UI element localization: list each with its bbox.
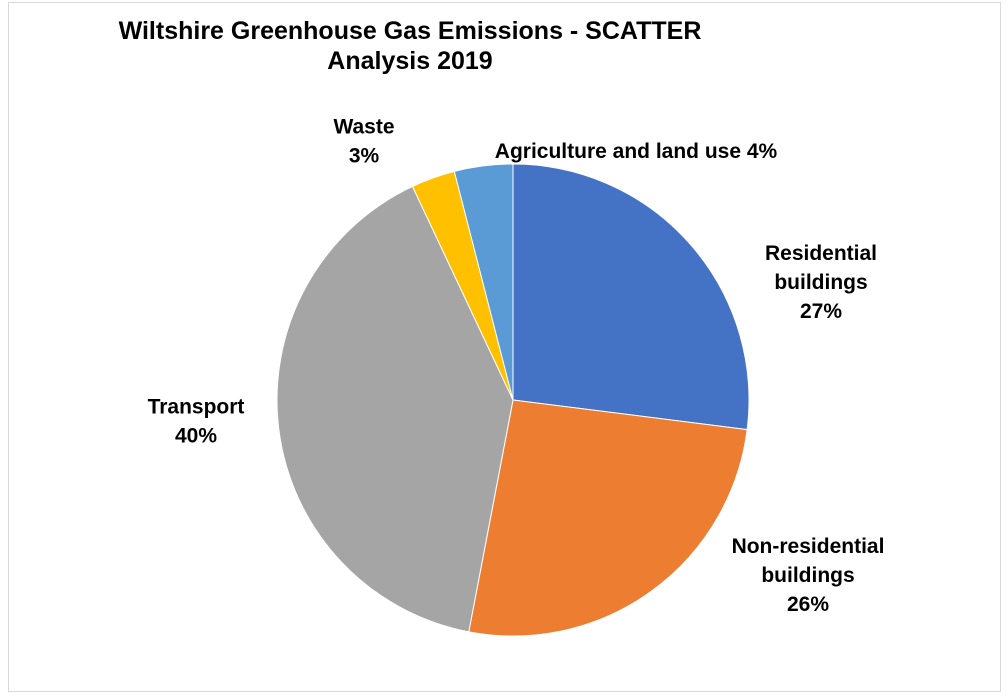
data-label-residential-buildings: Residential buildings 27% bbox=[765, 242, 877, 323]
pie-slices bbox=[276, 163, 750, 637]
data-label-transport: Transport 40% bbox=[148, 396, 245, 448]
data-label-waste: Waste 3% bbox=[333, 116, 394, 168]
pie-slice-residential-buildings bbox=[512, 163, 750, 431]
chart-title: Wiltshire Greenhouse Gas Emissions - SCA… bbox=[100, 16, 720, 76]
chart-title-line-2: Analysis 2019 bbox=[327, 47, 493, 75]
data-label-non-residential-buildings: Non-residential buildings 26% bbox=[732, 535, 885, 616]
pie-slice-non-residential-buildings bbox=[468, 399, 748, 637]
data-label-agriculture-and-land-use: Agriculture and land use 4% bbox=[495, 140, 778, 163]
chart-title-line-1: Wiltshire Greenhouse Gas Emissions - SCA… bbox=[118, 17, 702, 45]
pie-slice-transport bbox=[276, 185, 514, 633]
pie-slice-agriculture-and-land-use bbox=[453, 163, 514, 401]
pie-labels: Residential buildings 27% Non-residential bu… bbox=[148, 116, 885, 617]
